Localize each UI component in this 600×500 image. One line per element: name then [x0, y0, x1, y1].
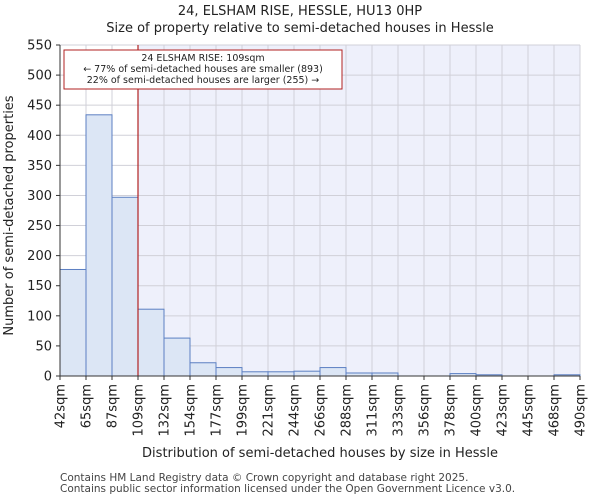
gridlines: [59, 44, 581, 377]
x-tick-label: 400sqm: [470, 384, 485, 437]
bar-221sqm: [267, 371, 295, 377]
x-tick-label: 468sqm: [548, 384, 563, 437]
annotation-line-2: ← 77% of semi-detached houses are smalle…: [83, 64, 323, 75]
y-tick-label: 400: [27, 129, 52, 144]
x-axis-ticks: 42sqm 65sqm 87sqm 109sqm 132sqm 154sqm 177sqm 1…: [54, 376, 589, 437]
y-axis-label: Number of semi-detached properties: [2, 95, 17, 335]
x-tick-label: 199sqm: [236, 384, 251, 437]
x-tick-label: 221sqm: [262, 384, 277, 437]
bar-42sqm: [59, 268, 87, 377]
x-tick-label: 42sqm: [54, 384, 69, 428]
y-tick-label: 500: [27, 69, 52, 84]
y-tick-label: 50: [35, 339, 52, 354]
x-tick-label: 490sqm: [574, 384, 589, 437]
x-tick-label: 333sqm: [392, 384, 407, 437]
y-tick-label: 550: [27, 39, 52, 54]
bars: [59, 114, 581, 377]
y-axis-ticks: 0 50 100 150 200 250 300 350 400 450 500 550: [27, 39, 60, 385]
x-tick-label: 378sqm: [444, 384, 459, 437]
bar-177sqm: [215, 367, 243, 377]
y-tick-label: 0: [44, 370, 52, 385]
x-tick-label: 177sqm: [210, 384, 225, 437]
x-tick-label: 288sqm: [340, 384, 355, 437]
bar-109sqm: [137, 308, 165, 377]
bar-132sqm: [163, 337, 191, 377]
y-tick-label: 150: [27, 279, 52, 294]
x-tick-label: 423sqm: [496, 384, 511, 437]
y-tick-label: 250: [27, 219, 52, 234]
bar-65sqm: [85, 114, 113, 377]
y-tick-label: 200: [27, 249, 52, 264]
footer-licence: Contains public sector information licen…: [60, 483, 516, 495]
y-tick-label: 450: [27, 99, 52, 114]
footer-copyright: Contains HM Land Registry data © Crown c…: [60, 472, 469, 484]
x-tick-label: 65sqm: [80, 384, 95, 428]
x-tick-label: 132sqm: [158, 384, 173, 437]
y-tick-label: 100: [27, 309, 52, 324]
annotation-box: [63, 49, 343, 90]
x-axis-label: Distribution of semi-detached houses by …: [142, 446, 498, 461]
y-tick-label: 300: [27, 189, 52, 204]
x-tick-label: 154sqm: [184, 384, 199, 437]
bar-244sqm: [293, 370, 321, 377]
x-tick-label: 445sqm: [522, 384, 537, 437]
annotation-line-3: 22% of semi-detached houses are larger (…: [87, 75, 320, 86]
bar-chart: 24 ELSHAM RISE: 109sqm ← 77% of semi-det…: [2, 39, 589, 462]
x-tick-label: 244sqm: [288, 384, 303, 437]
bar-87sqm: [111, 196, 139, 377]
bar-154sqm: [189, 362, 217, 377]
x-tick-label: 109sqm: [132, 384, 147, 437]
chart-subtitle: Size of property relative to semi-detach…: [106, 21, 494, 36]
larger-region-shade: [138, 45, 580, 376]
y-tick-label: 350: [27, 159, 52, 174]
bar-266sqm: [319, 367, 347, 377]
x-tick-label: 266sqm: [314, 384, 329, 437]
x-tick-label: 311sqm: [366, 384, 381, 437]
x-tick-label: 356sqm: [418, 384, 433, 437]
x-tick-label: 87sqm: [106, 384, 121, 428]
bar-199sqm: [241, 371, 269, 377]
annotation-line-1: 24 ELSHAM RISE: 109sqm: [141, 53, 264, 64]
chart-title: 24, ELSHAM RISE, HESSLE, HU13 0HP: [177, 4, 423, 19]
